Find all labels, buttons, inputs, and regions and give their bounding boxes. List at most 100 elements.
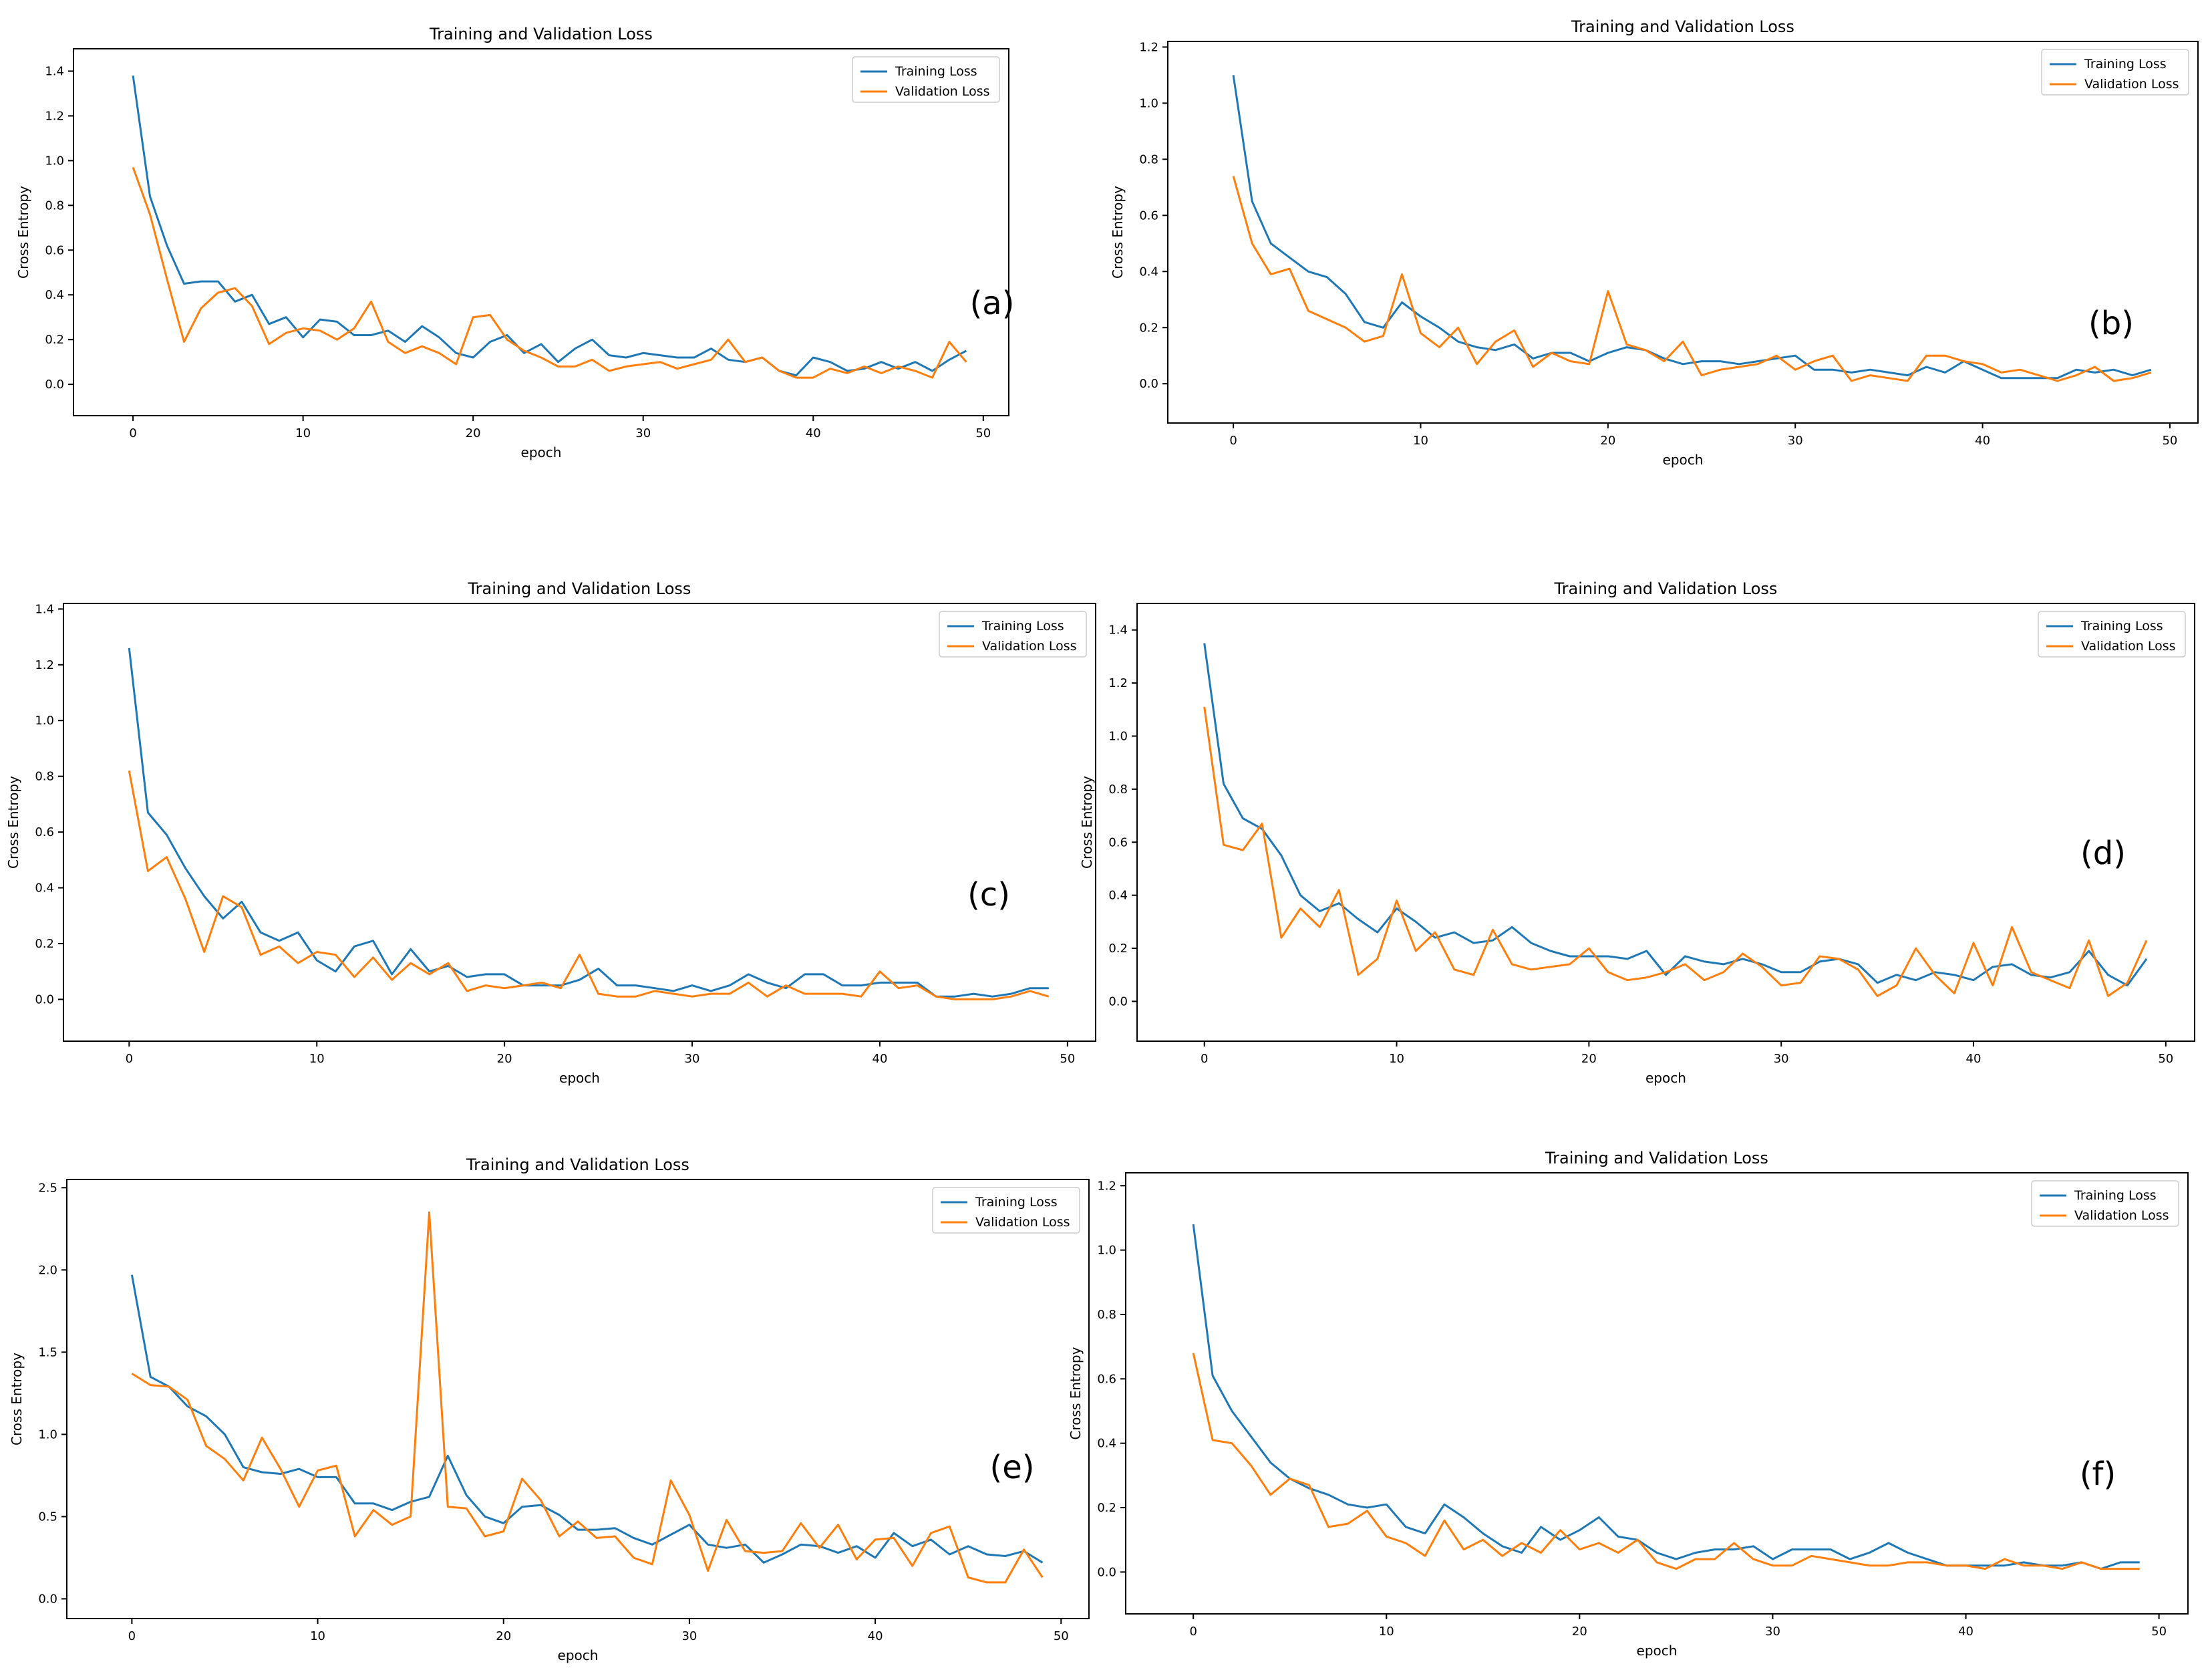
x-axis-label: epoch bbox=[559, 1070, 600, 1086]
plot-frame bbox=[63, 603, 1096, 1042]
x-tick-label: 0 bbox=[128, 1629, 136, 1643]
x-tick-label: 40 bbox=[1958, 1625, 1973, 1639]
y-tick-label: 0.2 bbox=[45, 333, 64, 347]
legend-box bbox=[2031, 1180, 2179, 1227]
validation-loss-line bbox=[128, 771, 1050, 1000]
y-axis-label: Cross Entropy bbox=[1068, 1347, 1084, 1439]
y-tick-label: 0.4 bbox=[35, 881, 54, 895]
legend-label: Validation Loss bbox=[2084, 77, 2179, 92]
x-axis-label: epoch bbox=[1645, 1070, 1686, 1086]
chart-title: Training and Validation Loss bbox=[466, 1155, 689, 1174]
x-tick-label: 20 bbox=[466, 426, 481, 440]
x-axis-label: epoch bbox=[521, 444, 562, 460]
y-tick-label: 0.8 bbox=[1097, 1308, 1116, 1322]
training-loss-line bbox=[130, 1274, 1044, 1564]
chart-panel: 0 10 20 30 40 50 0.0 0.2 0.4 0.6 0.8 1.0 1.2 1.4 Train… bbox=[5, 579, 1096, 1086]
x-tick-label: 0 bbox=[129, 426, 136, 440]
chart-title: Training and Validation Loss bbox=[468, 579, 691, 598]
x-tick-label: 40 bbox=[873, 1052, 888, 1066]
legend-label: Training Loss bbox=[2074, 1188, 2157, 1203]
x-tick-label: 10 bbox=[1389, 1052, 1404, 1066]
legend-box bbox=[2038, 611, 2186, 658]
panel-tag: (a) bbox=[970, 285, 1015, 322]
training-loss-line bbox=[132, 75, 967, 377]
x-tick-label: 30 bbox=[685, 1052, 700, 1066]
y-tick-label: 0.2 bbox=[35, 937, 54, 951]
x-tick-label: 0 bbox=[1201, 1052, 1208, 1066]
y-tick-label: 0.0 bbox=[38, 1592, 57, 1606]
y-tick-label: 1.0 bbox=[38, 1427, 57, 1441]
panel-tag: (c) bbox=[967, 876, 1010, 914]
chart-panel: 0 10 20 30 40 50 0.0 0.5 1.0 1.5 2.0 2.5 Training an… bbox=[9, 1155, 1090, 1663]
y-tick-label: 0.0 bbox=[45, 378, 64, 392]
y-tick-label: 0.6 bbox=[45, 243, 64, 257]
x-tick-label: 0 bbox=[1229, 434, 1237, 448]
x-tick-label: 20 bbox=[497, 1052, 512, 1066]
x-tick-label: 20 bbox=[1581, 1052, 1597, 1066]
x-tick-label: 20 bbox=[1600, 434, 1615, 448]
y-axis-label: Cross Entropy bbox=[5, 776, 21, 869]
y-tick-label: 0.4 bbox=[1139, 265, 1158, 279]
y-tick-label: 1.2 bbox=[1108, 676, 1128, 690]
validation-loss-line bbox=[1232, 176, 2152, 382]
y-tick-label: 0.0 bbox=[1097, 1565, 1116, 1579]
chart-title: Training and Validation Loss bbox=[1571, 17, 1794, 36]
x-axis-label: epoch bbox=[558, 1647, 599, 1663]
x-tick-label: 40 bbox=[1975, 434, 1990, 448]
panel-tag: (f) bbox=[2080, 1455, 2116, 1493]
x-tick-label: 40 bbox=[806, 426, 821, 440]
validation-loss-line bbox=[131, 1211, 1044, 1584]
legend-label: Validation Loss bbox=[2074, 1208, 2169, 1223]
x-tick-label: 10 bbox=[1379, 1625, 1394, 1639]
plot-frame bbox=[66, 1179, 1090, 1619]
x-tick-label: 50 bbox=[975, 426, 991, 440]
y-tick-label: 1.2 bbox=[45, 109, 64, 123]
chart-title: Training and Validation Loss bbox=[1554, 579, 1778, 598]
legend-box bbox=[2041, 49, 2189, 96]
legend: Training Loss Validation Loss bbox=[2038, 611, 2186, 658]
legend-box bbox=[939, 611, 1087, 658]
validation-loss-line bbox=[1203, 706, 2148, 997]
y-axis-label: Cross Entropy bbox=[1079, 776, 1095, 869]
chart-title: Training and Validation Loss bbox=[429, 25, 653, 43]
x-tick-label: 30 bbox=[1788, 434, 1803, 448]
training-loss-line bbox=[1203, 643, 2148, 987]
chart-panel: 0 10 20 30 40 50 0.0 0.2 0.4 0.6 0.8 1.0 1.2 1.4 Train… bbox=[1079, 579, 2195, 1086]
y-tick-label: 1.2 bbox=[35, 658, 54, 672]
y-tick-label: 0.0 bbox=[1139, 377, 1158, 391]
x-tick-label: 30 bbox=[635, 426, 651, 440]
y-tick-label: 1.4 bbox=[1108, 623, 1128, 638]
chart-panel: 0 10 20 30 40 50 0.0 0.2 0.4 0.6 0.8 1.0 1.2 Training… bbox=[1110, 17, 2199, 468]
y-tick-label: 0.8 bbox=[35, 770, 54, 784]
y-tick-label: 0.4 bbox=[45, 288, 64, 302]
y-tick-label: 1.0 bbox=[45, 154, 64, 168]
chart-panel: 0 10 20 30 40 50 0.0 0.2 0.4 0.6 0.8 1.0 1.2 Training… bbox=[1068, 1149, 2189, 1659]
x-tick-label: 50 bbox=[1054, 1629, 1069, 1643]
training-loss-line bbox=[1192, 1224, 2140, 1570]
x-tick-label: 20 bbox=[1572, 1625, 1587, 1639]
y-axis-label: Cross Entropy bbox=[1110, 186, 1126, 279]
y-tick-label: 0.4 bbox=[1108, 889, 1128, 903]
legend-label: Training Loss bbox=[975, 1195, 1058, 1210]
panel-tag: (e) bbox=[990, 1449, 1035, 1486]
training-loss-line bbox=[128, 648, 1049, 998]
y-tick-label: 2.0 bbox=[38, 1263, 57, 1277]
legend-label: Validation Loss bbox=[895, 84, 990, 99]
legend: Training Loss Validation Loss bbox=[2031, 1180, 2179, 1227]
x-tick-label: 50 bbox=[2158, 1052, 2173, 1066]
legend-label: Training Loss bbox=[895, 64, 977, 79]
plot-frame bbox=[73, 48, 1009, 416]
x-tick-label: 40 bbox=[868, 1629, 883, 1643]
plot-frame bbox=[1125, 1172, 2189, 1615]
y-tick-label: 0.8 bbox=[1139, 152, 1158, 166]
x-axis-label: epoch bbox=[1663, 452, 1704, 468]
y-axis-label: Cross Entropy bbox=[9, 1353, 25, 1445]
validation-loss-line bbox=[132, 166, 967, 379]
x-tick-label: 10 bbox=[310, 1629, 325, 1643]
y-tick-label: 0.6 bbox=[1108, 835, 1128, 849]
y-tick-label: 0.8 bbox=[45, 198, 64, 213]
x-tick-label: 0 bbox=[1189, 1625, 1197, 1639]
legend-label: Validation Loss bbox=[982, 639, 1077, 654]
x-tick-label: 30 bbox=[681, 1629, 697, 1643]
legend-box bbox=[852, 56, 1000, 103]
